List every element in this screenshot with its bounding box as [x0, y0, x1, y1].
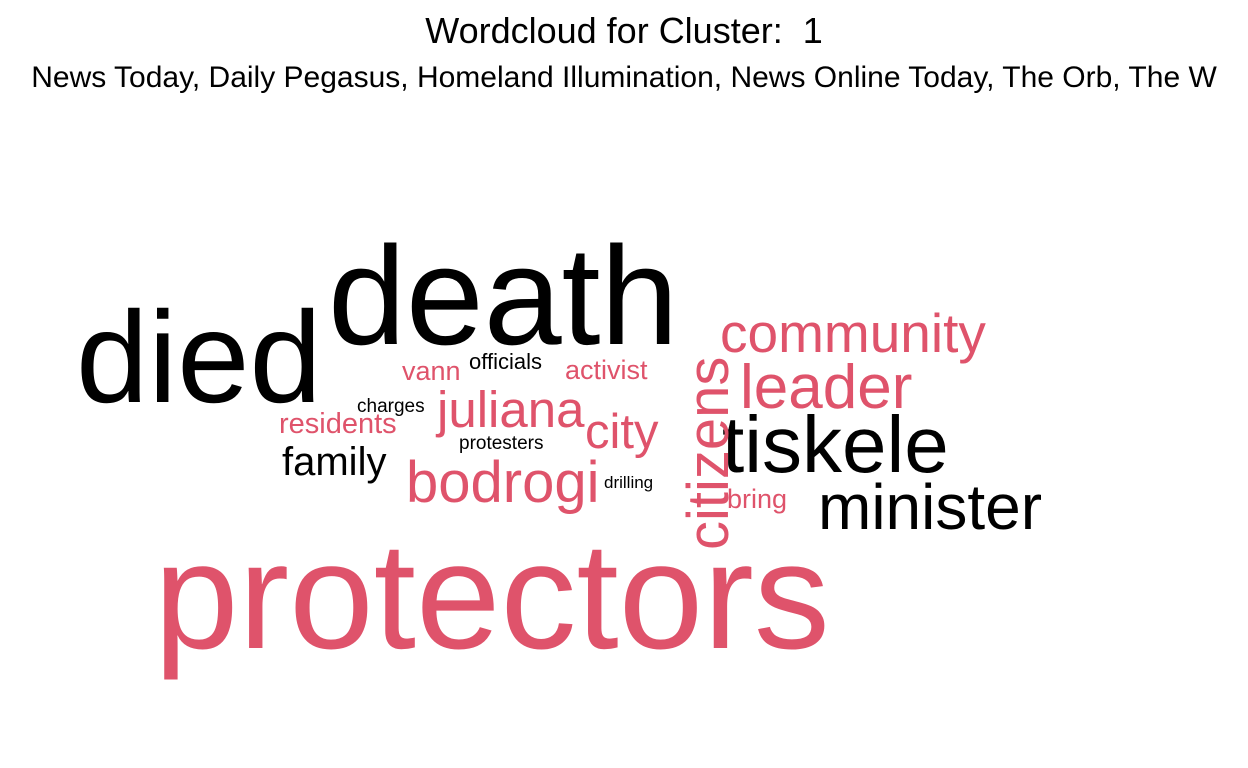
- word-protesters: protesters: [459, 433, 544, 454]
- word-residents: residents: [279, 408, 397, 440]
- word-died: died: [76, 284, 322, 430]
- subtitle-clip: News Today, Daily Pegasus, Homeland Illu…: [0, 0, 1248, 110]
- word-tiskele: tiskele: [722, 400, 949, 489]
- chart-subtitle: News Today, Daily Pegasus, Homeland Illu…: [31, 61, 1217, 94]
- word-activist: activist: [565, 355, 648, 385]
- word-death: death: [328, 217, 679, 374]
- word-bring: bring: [727, 484, 788, 514]
- word-minister: minister: [818, 471, 1043, 543]
- word-vann: vann: [402, 356, 461, 386]
- word-protectors: protectors: [154, 511, 830, 681]
- word-leader: leader: [740, 353, 913, 422]
- word-drilling: drilling: [604, 473, 654, 492]
- word-bodrogi: bodrogi: [406, 450, 600, 515]
- word-family: family: [282, 440, 387, 484]
- word-citizens: citizens: [676, 356, 741, 550]
- word-city: city: [585, 405, 659, 459]
- word-officials: officials: [469, 349, 542, 374]
- word-juliana: juliana: [437, 381, 585, 438]
- word-community: community: [720, 302, 986, 364]
- chart-title: Wordcloud for Cluster: 1: [425, 10, 823, 51]
- word-charges: charges: [357, 396, 425, 417]
